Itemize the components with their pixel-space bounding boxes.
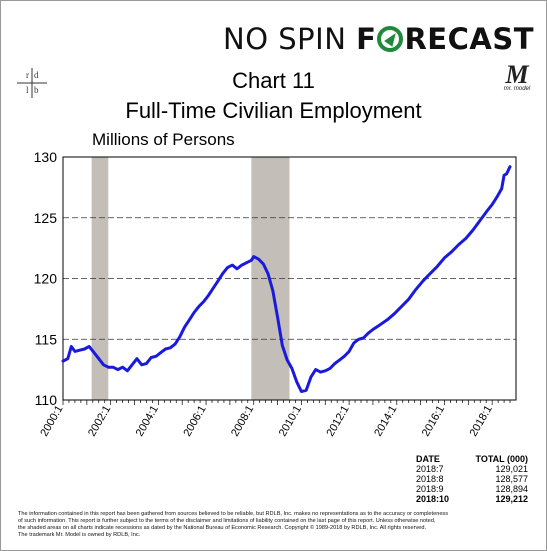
brand-part2a: F [356, 22, 377, 56]
mr-model-logo: M mr. model [500, 62, 534, 96]
rdlb-logo-icon: r d l b [17, 68, 47, 98]
table-cell-value: 129,212 [495, 494, 528, 504]
table-row: 2018:9 128,894 [416, 484, 528, 494]
table-cell-value: 128,577 [495, 474, 528, 484]
mr-model-caption: mr. model [503, 86, 531, 92]
table-cell-value: 129,021 [495, 464, 528, 474]
brand-part2b: RECAST [404, 22, 534, 56]
table-row: 2018:8 128,577 [416, 474, 528, 484]
x-tick-label: 2010:1 [277, 404, 304, 439]
x-tick-label: 2012:1 [324, 404, 351, 439]
footer-line: The information contained in this report… [18, 511, 449, 517]
table-row: 2018:10 129,212 [416, 494, 528, 504]
y-tick-label: 125 [34, 210, 58, 226]
y-tick-label: 130 [34, 149, 58, 165]
logo-letter-r: r [26, 70, 29, 80]
disclaimer-footer: The information contained in this report… [18, 511, 528, 539]
table-cell-date: 2018:8 [416, 474, 444, 484]
table-cell-date: 2018:9 [416, 484, 444, 494]
footer-line: The trademark Mr. Model is owned by RDLB… [18, 532, 141, 538]
table-header-date: DATE [416, 454, 440, 464]
footer-line: of such information. This report is furt… [18, 518, 436, 524]
x-tick-label: 2014:1 [372, 404, 399, 439]
logo-letter-b: b [34, 85, 39, 95]
chart-title: Chart 11 [232, 68, 315, 93]
y-tick-label: 120 [34, 271, 58, 287]
latest-values-table: DATE TOTAL (000) 2018:7 129,021 2018:8 1… [416, 454, 528, 504]
y-axis-units-label: Millions of Persons [92, 130, 235, 149]
x-tick-label: 2002:1 [86, 404, 113, 439]
chart-subtitle: Full-Time Civilian Employment [125, 98, 422, 123]
brand-part1: NO SPIN [223, 22, 357, 56]
x-tick-label: 2000:1 [38, 404, 65, 439]
logo-letter-l: l [26, 85, 29, 95]
table-row: 2018:7 129,021 [416, 464, 528, 474]
footer-line: the shaded areas on all charts indicate … [18, 525, 427, 531]
x-tick-label: 2018:1 [468, 404, 495, 439]
x-tick-label: 2016:1 [420, 404, 447, 439]
x-tick-label: 2004:1 [134, 404, 161, 439]
mr-model-letter: M [505, 60, 529, 89]
brand-logo: NO SPIN F RECAST [0, 22, 534, 56]
table-header-total: TOTAL (000) [475, 454, 528, 464]
series-line [61, 165, 512, 393]
logo-letter-d: d [34, 70, 39, 80]
table-cell-date: 2018:10 [416, 494, 450, 504]
x-tick-label: 2008:1 [229, 404, 256, 439]
x-tick-label: 2006:1 [181, 404, 208, 439]
table-cell-value: 128,894 [495, 484, 528, 494]
y-tick-label: 115 [35, 331, 58, 347]
compass-o-icon [377, 26, 404, 52]
y-tick-label: 110 [35, 392, 58, 408]
table-header: DATE TOTAL (000) [416, 454, 528, 464]
table-cell-date: 2018:7 [416, 464, 444, 474]
